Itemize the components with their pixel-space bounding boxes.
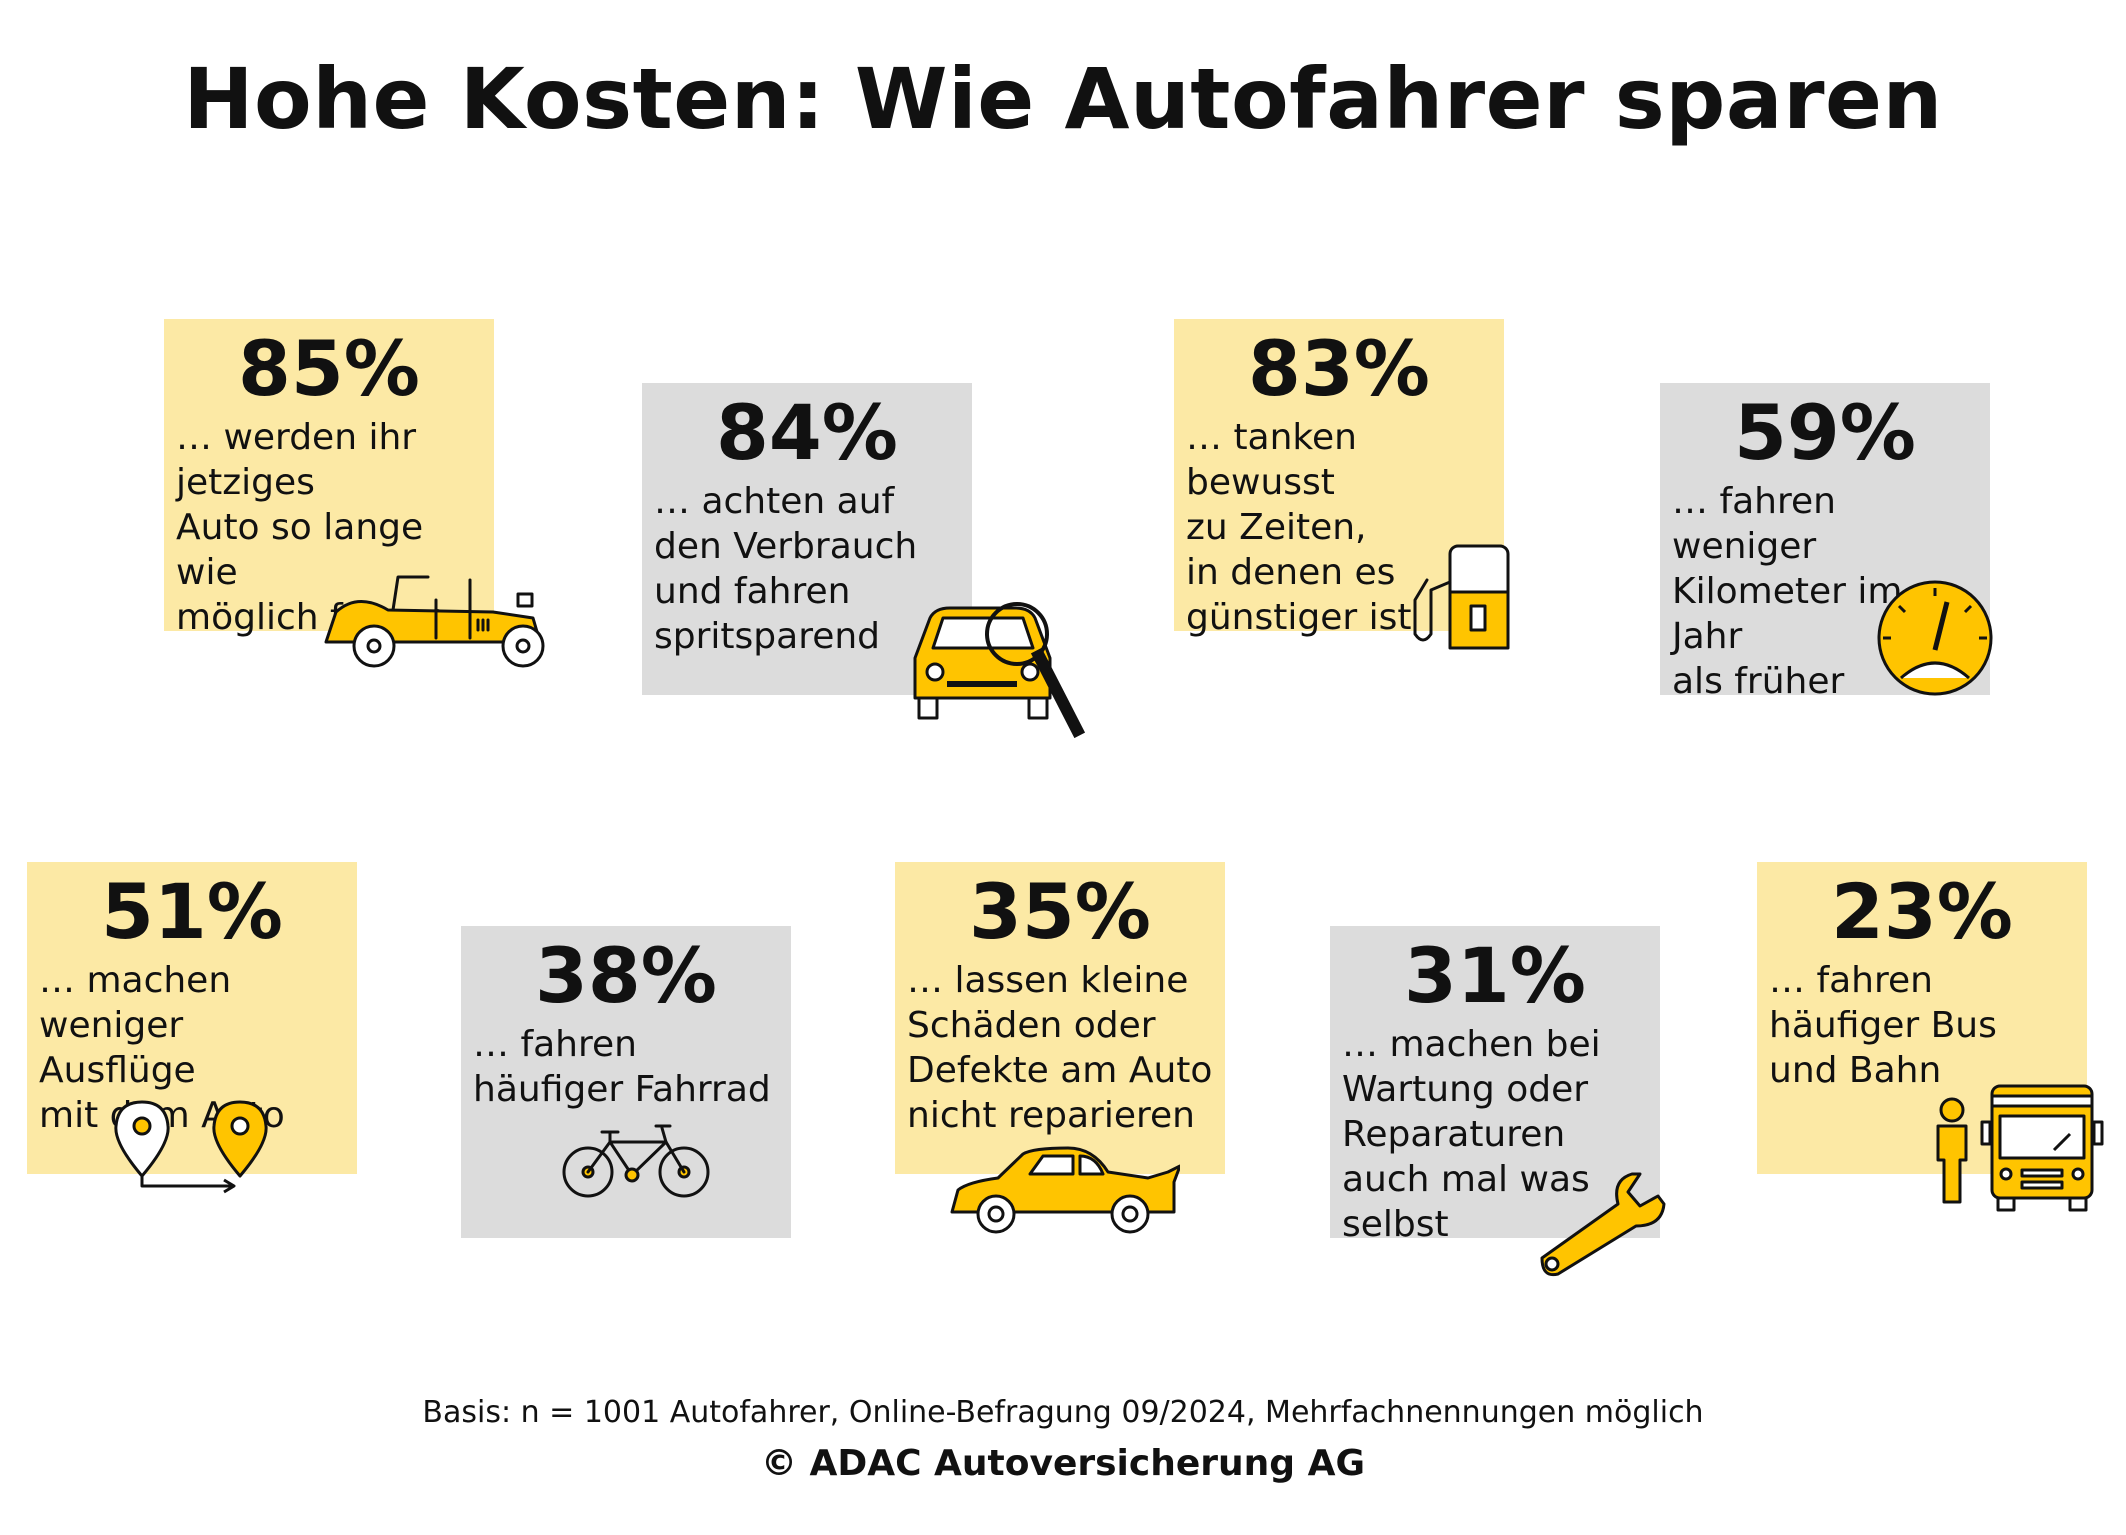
stat-text: … tanken bewusst zu Zeiten, in denen es … <box>1186 417 1412 638</box>
stat-text: … fahren häufiger Fahrrad <box>473 1024 771 1110</box>
stat-value: 59% <box>1734 388 1916 477</box>
stat-value: 35% <box>969 867 1151 956</box>
stat-card-fewer-trips: 51% … machen weniger Ausflüge mit dem Au… <box>27 862 357 1174</box>
stat-text: … fahren weniger Kilometer im Jahr als f… <box>1672 481 1903 702</box>
stat-value: 84% <box>716 388 898 477</box>
stat-value: 23% <box>1831 867 2013 956</box>
stat-text: … machen weniger Ausflüge mit dem Auto <box>39 960 285 1136</box>
stat-card-bicycle: 38% … fahren häufiger Fahrrad <box>461 926 791 1238</box>
bicycle-icon <box>562 1124 710 1198</box>
stat-value: 51% <box>101 867 283 956</box>
stat-text: … machen bei Wartung oder Reparaturen au… <box>1342 1024 1601 1245</box>
stat-text: … werden ihr jetziges Auto so lange wie … <box>176 417 447 638</box>
stat-text: … fahren häufiger Bus und Bahn <box>1769 960 1997 1091</box>
stat-card-no-repairs: 35% … lassen kleine Schäden oder Defekte… <box>895 862 1225 1174</box>
stat-value: 31% <box>1404 931 1586 1020</box>
bus-passenger-icon <box>1936 1084 2104 1212</box>
vintage-car-icon <box>324 575 545 668</box>
speedometer-icon <box>1877 580 1993 696</box>
stat-card-keep-car: 85% … werden ihr jetziges Auto so lange … <box>164 319 494 638</box>
footer-basis: Basis: n = 1001 Autofahrer, Online-Befra… <box>422 1395 1704 1430</box>
footer-copyright: © ADAC Autoversicherung AG <box>760 1443 1366 1484</box>
stat-value: 38% <box>535 931 717 1020</box>
stat-card-fewer-km: 59% … fahren weniger Kilometer im Jahr a… <box>1660 383 1990 702</box>
stat-card-public-transport: 23% … fahren häufiger Bus und Bahn <box>1757 862 2087 1174</box>
stat-value: 83% <box>1248 324 1430 413</box>
stat-text: … achten auf den Verbrauch und fahren sp… <box>654 481 918 657</box>
stat-card-diy-maintenance: 31% … machen bei Wartung oder Reparature… <box>1330 926 1660 1245</box>
stat-text: … lassen kleine Schäden oder Defekte am … <box>907 960 1213 1136</box>
fuel-pump-icon <box>1413 544 1510 650</box>
map-pins-icon <box>114 1100 268 1194</box>
car-open-hood-icon <box>950 1146 1180 1234</box>
wrench-icon <box>1540 1172 1666 1277</box>
stat-card-consumption: 84% … achten auf den Verbrauch und fahre… <box>642 383 972 695</box>
page-title: Hohe Kosten: Wie Autofahrer sparen <box>183 50 1943 148</box>
stat-value: 85% <box>238 324 420 413</box>
car-magnifier-icon <box>913 602 1085 738</box>
